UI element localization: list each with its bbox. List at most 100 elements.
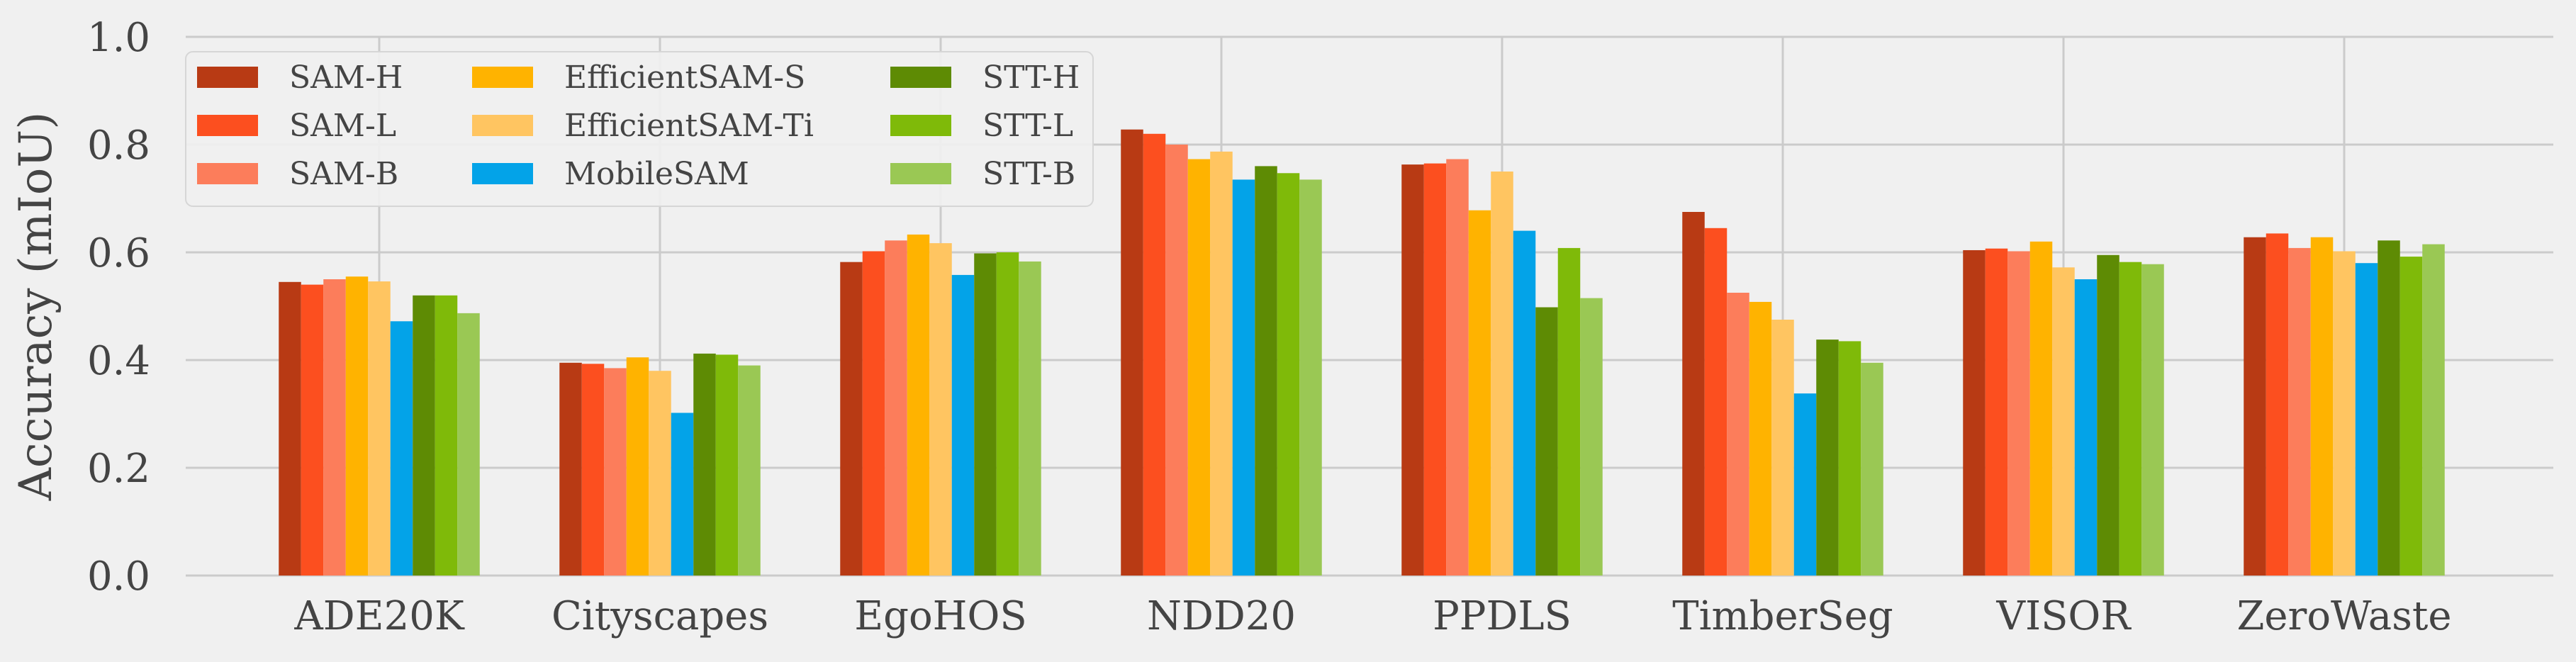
bar: [604, 368, 627, 576]
legend-label: STT-L: [982, 108, 1073, 144]
bar: [907, 234, 930, 576]
bar: [2141, 264, 2164, 576]
bar: [1299, 179, 1322, 576]
legend-label: EfficientSAM-Ti: [564, 108, 814, 144]
bar: [581, 364, 605, 576]
bar: [1985, 248, 2008, 576]
x-tick-label: VISOR: [1996, 593, 2132, 639]
bar: [1143, 133, 1166, 576]
bar: [1838, 341, 1861, 576]
legend-swatch: [472, 67, 533, 88]
bar: [2097, 254, 2119, 576]
bar: [2333, 251, 2356, 576]
y-tick-label: 0.8: [87, 123, 150, 169]
bar: [1019, 261, 1041, 576]
bar: [1535, 307, 1558, 576]
bar: [715, 354, 739, 576]
bar: [1557, 247, 1581, 576]
bar: [885, 240, 907, 576]
bar: [2119, 262, 2142, 576]
bar: [1861, 362, 1883, 576]
bar: [1963, 249, 1986, 576]
bar: [1187, 159, 1211, 576]
bar: [1401, 164, 1424, 576]
x-tick-label: Cityscapes: [551, 593, 768, 639]
bar: [457, 313, 480, 576]
bar: [693, 353, 716, 576]
bar: [671, 413, 694, 576]
legend-label: SAM-B: [289, 156, 398, 192]
x-tick-label: EgoHOS: [854, 593, 1027, 639]
legend-swatch: [197, 115, 258, 136]
y-tick-label: 0.0: [87, 554, 150, 600]
bar: [1580, 298, 1603, 576]
bar: [1255, 166, 1277, 576]
bar: [1749, 301, 1772, 576]
bar: [996, 252, 1019, 576]
legend: SAM-H SAM-L SAM-B EfficientSAM-S EfficientSA…: [185, 51, 1094, 207]
bar: [1277, 173, 1300, 576]
bar: [435, 295, 458, 576]
x-tick-label: PPDLS: [1433, 593, 1572, 639]
bar: [2074, 279, 2098, 576]
x-tick-label: TimberSeg: [1672, 593, 1893, 639]
legend-label: MobileSAM: [564, 156, 749, 192]
y-tick-labels: 0.0 0.2 0.4 0.6 0.8 1.0: [87, 15, 150, 600]
bar: [1446, 159, 1469, 576]
legend-label: SAM-H: [289, 60, 403, 96]
bar: [1491, 172, 1513, 576]
bar: [974, 253, 997, 576]
bar: [649, 371, 671, 576]
legend-label: STT-B: [982, 156, 1075, 192]
bar: [2288, 247, 2311, 576]
bar: [1771, 320, 1794, 576]
bar: [1165, 145, 1188, 576]
x-tick-label: ZeroWaste: [2237, 593, 2452, 639]
bar: [1423, 163, 1447, 576]
bar: [840, 262, 863, 576]
y-tick-label: 0.2: [87, 446, 150, 492]
bar: [413, 295, 435, 576]
bar: [301, 284, 324, 576]
legend-swatch: [197, 163, 258, 184]
bar: [2310, 237, 2334, 576]
bar: [2378, 240, 2400, 576]
bar: [2244, 237, 2266, 576]
bar: [951, 274, 975, 576]
x-tick-label: ADE20K: [293, 593, 464, 639]
legend-swatch: [890, 115, 951, 136]
bar: [2399, 257, 2423, 576]
bars: [279, 129, 2445, 576]
legend-swatch: [197, 67, 258, 88]
bar: [2029, 241, 2053, 576]
bar: [1513, 230, 1536, 576]
bar: [345, 276, 369, 576]
legend-swatch: [890, 67, 951, 88]
bar: [738, 365, 761, 576]
y-tick-label: 1.0: [87, 15, 150, 61]
bar: [1816, 340, 1839, 576]
bar: [929, 243, 952, 576]
bar: [1793, 393, 1817, 576]
bar: [1704, 228, 1727, 576]
bar: [1121, 129, 1143, 576]
y-tick-label: 0.4: [87, 338, 150, 384]
bar: [2422, 244, 2445, 576]
legend-label: EfficientSAM-S: [564, 60, 805, 96]
bar: [2052, 267, 2075, 576]
bar: [1682, 212, 1705, 576]
x-tick-label: NDD20: [1147, 593, 1296, 639]
bar: [626, 357, 649, 576]
legend-swatch: [890, 163, 951, 184]
legend-label: STT-H: [982, 60, 1080, 96]
y-tick-label: 0.6: [87, 230, 150, 276]
bar: [1210, 151, 1233, 576]
legend-swatch: [472, 163, 533, 184]
x-tick-labels: ADE20K Cityscapes EgoHOS NDD20 PPDLS TimberSe…: [293, 593, 2451, 639]
bar: [1727, 293, 1749, 576]
legend-frame: [185, 51, 1094, 207]
bar: [2355, 263, 2378, 576]
bar: [1232, 179, 1255, 576]
bar: [559, 362, 582, 576]
